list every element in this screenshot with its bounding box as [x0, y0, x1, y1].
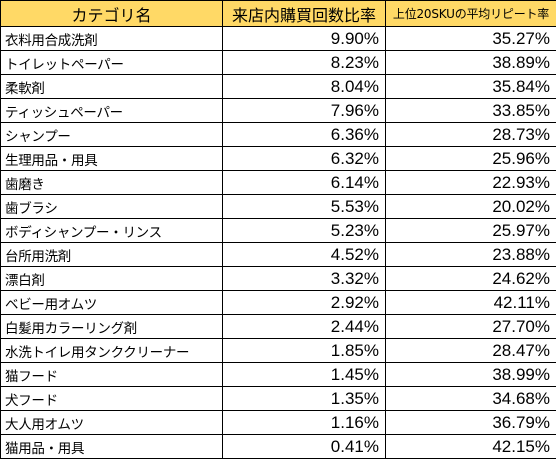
visit-ratio-cell: 5.23%	[222, 218, 386, 243]
visit-ratio-cell: 8.04%	[222, 74, 386, 99]
repeat-rate-cell: 42.15%	[385, 434, 556, 459]
repeat-rate-cell: 34.68%	[385, 386, 556, 411]
table-row: 水洗トイレ用タンククリーナー 1.85% 28.47%	[0, 338, 556, 363]
table-row: 生理用品・用具 6.32% 25.96%	[0, 146, 556, 171]
header-row: カテゴリ名 来店内購買回数比率 上位20SKUの平均リピート率	[0, 0, 556, 27]
table-row: 衣料用合成洗剤 9.90% 35.27%	[0, 26, 556, 51]
category-cell: 衣料用合成洗剤	[0, 26, 223, 51]
repeat-rate-cell: 25.97%	[385, 218, 556, 243]
visit-ratio-cell: 0.41%	[222, 434, 386, 459]
table-row: 漂白剤 3.32% 24.62%	[0, 266, 556, 291]
category-cell: ボディシャンプー・リンス	[0, 218, 223, 243]
table-row: ティッシュペーパー 7.96% 33.85%	[0, 98, 556, 123]
visit-ratio-cell: 1.85%	[222, 338, 386, 363]
table-row: トイレットペーパー 8.23% 38.89%	[0, 50, 556, 75]
repeat-rate-cell: 27.70%	[385, 314, 556, 339]
category-cell: 柔軟剤	[0, 74, 223, 99]
repeat-rate-cell: 38.89%	[385, 50, 556, 75]
visit-ratio-cell: 2.92%	[222, 290, 386, 315]
category-cell: 歯ブラシ	[0, 194, 223, 219]
table-row: 犬フード 1.35% 34.68%	[0, 386, 556, 411]
repeat-rate-cell: 35.27%	[385, 26, 556, 51]
repeat-rate-cell: 28.47%	[385, 338, 556, 363]
visit-ratio-cell: 4.52%	[222, 242, 386, 267]
table-row: 白髪用カラーリング剤 2.44% 27.70%	[0, 314, 556, 339]
visit-ratio-cell: 6.14%	[222, 170, 386, 195]
repeat-rate-cell: 23.88%	[385, 242, 556, 267]
category-cell: 生理用品・用具	[0, 146, 223, 171]
header-category: カテゴリ名	[0, 0, 223, 27]
table-row: 柔軟剤 8.04% 35.84%	[0, 74, 556, 99]
category-cell: ベビー用オムツ	[0, 290, 223, 315]
visit-ratio-cell: 6.32%	[222, 146, 386, 171]
table-row: 猫フード 1.45% 38.99%	[0, 362, 556, 387]
table-row: 猫用品・用具 0.41% 42.15%	[0, 434, 556, 459]
repeat-rate-cell: 28.73%	[385, 122, 556, 147]
table-row: 台所用洗剤 4.52% 23.88%	[0, 242, 556, 267]
visit-ratio-cell: 3.32%	[222, 266, 386, 291]
header-visit-ratio: 来店内購買回数比率	[222, 0, 386, 27]
table-row: ボディシャンプー・リンス 5.23% 25.97%	[0, 218, 556, 243]
category-cell: 漂白剤	[0, 266, 223, 291]
repeat-rate-cell: 42.11%	[385, 290, 556, 315]
category-cell: 水洗トイレ用タンククリーナー	[0, 338, 223, 363]
repeat-rate-cell: 36.79%	[385, 410, 556, 435]
repeat-rate-cell: 38.99%	[385, 362, 556, 387]
table-row: 大人用オムツ 1.16% 36.79%	[0, 410, 556, 435]
repeat-rate-cell: 20.02%	[385, 194, 556, 219]
category-cell: トイレットペーパー	[0, 50, 223, 75]
visit-ratio-cell: 1.45%	[222, 362, 386, 387]
category-cell: 猫フード	[0, 362, 223, 387]
header-repeat-rate: 上位20SKUの平均リピート率	[385, 0, 556, 27]
repeat-rate-cell: 35.84%	[385, 74, 556, 99]
visit-ratio-cell: 1.35%	[222, 386, 386, 411]
category-cell: 大人用オムツ	[0, 410, 223, 435]
table-body: 衣料用合成洗剤 9.90% 35.27% トイレットペーパー 8.23% 38.89% 柔軟…	[0, 26, 556, 459]
table-row: 歯ブラシ 5.53% 20.02%	[0, 194, 556, 219]
visit-ratio-cell: 5.53%	[222, 194, 386, 219]
visit-ratio-cell: 2.44%	[222, 314, 386, 339]
category-cell: 猫用品・用具	[0, 434, 223, 459]
visit-ratio-cell: 6.36%	[222, 122, 386, 147]
visit-ratio-cell: 7.96%	[222, 98, 386, 123]
repeat-rate-cell: 33.85%	[385, 98, 556, 123]
table-row: ベビー用オムツ 2.92% 42.11%	[0, 290, 556, 315]
repeat-rate-cell: 22.93%	[385, 170, 556, 195]
category-cell: 歯磨き	[0, 170, 223, 195]
category-cell: 台所用洗剤	[0, 242, 223, 267]
repeat-rate-cell: 24.62%	[385, 266, 556, 291]
repeat-rate-cell: 25.96%	[385, 146, 556, 171]
category-cell: ティッシュペーパー	[0, 98, 223, 123]
table-row: 歯磨き 6.14% 22.93%	[0, 170, 556, 195]
category-cell: シャンプー	[0, 122, 223, 147]
table-row: シャンプー 6.36% 28.73%	[0, 122, 556, 147]
category-cell: 白髪用カラーリング剤	[0, 314, 223, 339]
visit-ratio-cell: 9.90%	[222, 26, 386, 51]
visit-ratio-cell: 8.23%	[222, 50, 386, 75]
category-cell: 犬フード	[0, 386, 223, 411]
visit-ratio-cell: 1.16%	[222, 410, 386, 435]
